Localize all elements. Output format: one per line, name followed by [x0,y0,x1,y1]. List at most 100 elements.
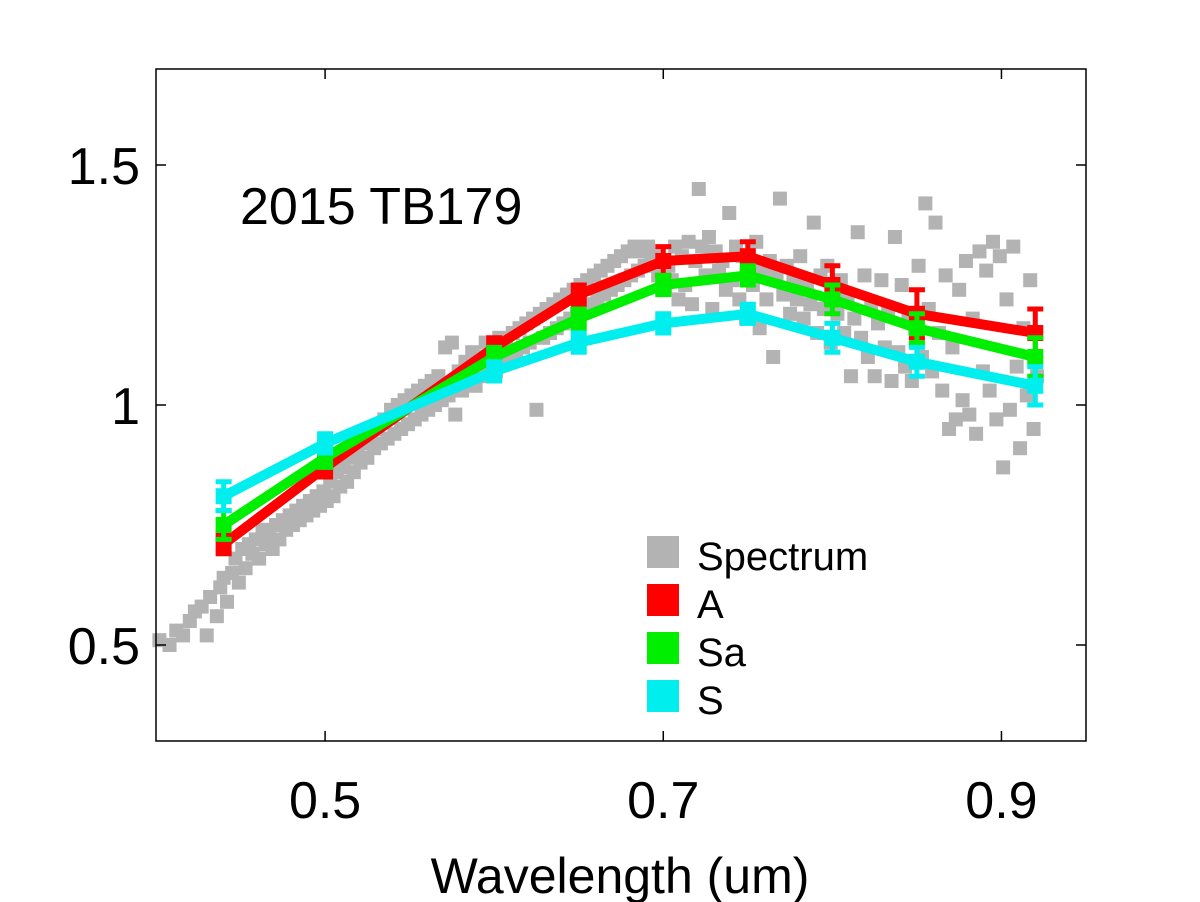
spectrum-point [952,282,967,297]
series-point-sa [824,291,841,308]
spectrum-point [887,230,902,244]
spectrum-point [958,254,973,268]
spectrum-point [749,234,764,249]
y-tick-label: 1 [111,378,140,436]
series-point-s [486,363,503,380]
spectrum-point [448,407,463,422]
spectrum-point [722,206,737,220]
spectrum-point [972,244,987,259]
series-point-s [655,315,672,332]
spectrum-point [996,460,1011,475]
spectrum-point [783,306,798,321]
series-point-s [570,334,587,351]
legend-swatch-s [647,680,679,712]
spectrum-point [850,225,865,240]
spectrum-point [238,561,253,576]
legend-label-s: S [697,679,724,723]
spectrum-point [955,393,970,408]
spectrum-point [935,383,950,398]
spectrum-point [857,268,872,283]
spectrum-point [529,402,544,417]
spectrum-point [772,191,787,206]
spectrum-point [999,292,1014,307]
spectrum-point [911,258,926,273]
legend-label-sa: Sa [697,631,747,675]
spectrum-point [969,426,984,441]
spectrum-point [176,628,191,643]
spectrum-point [803,297,818,312]
spectrum-point [796,311,811,326]
series-point-a [655,253,672,269]
spectrum-point [752,321,767,336]
spectrum-point [1002,402,1017,417]
spectrum-point [444,335,459,350]
spectrum-point [1026,422,1041,436]
x-tick-label: 0.5 [289,772,361,830]
spectrum-point [938,268,953,283]
spectrum-point [671,292,686,307]
series-point-s [739,305,756,322]
spectrum-point [209,609,224,624]
spectrum-point [252,551,267,566]
spectrum-point [766,350,781,364]
spectrum-point [199,628,214,643]
spectrum-point [884,374,899,388]
legend-label-a: A [697,583,724,627]
series-point-s [215,488,232,505]
series-point-a [570,286,587,303]
legend-swatch-a [647,584,679,616]
spectrum-point [928,215,943,230]
legend-swatch-sa [647,632,679,664]
spectrum-point [1006,239,1021,254]
spectrum-point [701,230,716,244]
series-point-sa [655,277,672,293]
spectrum-point [894,278,909,292]
spectrum-point [992,249,1007,264]
series-point-sa [570,310,587,327]
spectrum-point [982,383,997,398]
x-axis-label: Wavelength (um) [431,848,810,902]
spectrum-point [759,292,774,307]
spectrum-point [220,594,235,609]
x-tick-label: 0.9 [965,772,1037,830]
spectrum-point [1023,273,1038,288]
spectrum-point [979,263,994,278]
spectrum-point [986,234,1000,249]
series-point-s [908,353,925,370]
series-point-sa [739,267,756,284]
spectrum-point [691,182,706,196]
plot-annotation: 2015 TB179 [240,178,522,236]
spectrum-point [1009,359,1024,374]
spectrum-point [918,196,933,211]
spectrum-point [948,412,963,427]
spectrum-point [962,407,977,422]
spectrum-point [685,297,700,312]
y-tick-label: 1.5 [68,138,140,196]
taxonomy-series [215,239,1044,557]
spectrum-point [1013,441,1028,456]
series-point-s [1027,377,1044,394]
spectrum-point [793,249,808,264]
spectrum-point [843,369,858,384]
spectrum-point [231,575,246,590]
legend-label-spectrum: Spectrum [697,535,868,579]
series-point-sa [215,517,232,533]
spectrum-point [806,215,821,230]
spectrum-point [874,273,889,288]
series-point-sa [1027,349,1044,365]
spectrum-point [162,638,177,652]
axis-ticks: 0.5 0.7 0.9 0.5 1 1.5 [68,69,1086,830]
series-point-sa [908,320,925,337]
series-point-a [739,248,756,265]
series-point-s [824,329,841,346]
y-tick-label: 0.5 [68,618,140,676]
series-s [215,301,1044,514]
legend-swatch-spectrum [647,536,679,568]
spectrum-point [847,311,862,326]
spectrum-point [867,369,882,384]
spectrum-point [989,412,1004,427]
spectrum-point [945,340,960,355]
